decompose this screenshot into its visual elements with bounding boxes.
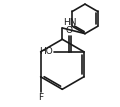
- Text: HN: HN: [63, 18, 76, 27]
- Text: HO: HO: [39, 47, 53, 56]
- Text: F: F: [38, 93, 43, 102]
- Text: O: O: [65, 26, 72, 35]
